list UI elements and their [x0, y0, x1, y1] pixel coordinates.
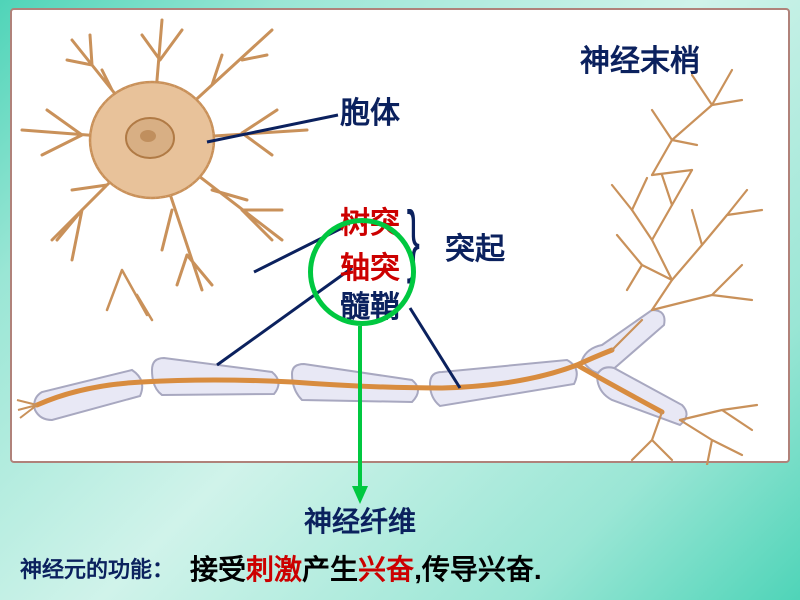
- footer-w1: 刺激: [246, 554, 302, 585]
- footer-pre: 接受: [190, 554, 246, 585]
- label-cell-body: 胞体: [340, 88, 400, 132]
- label-nerve-fiber: 神经纤维: [304, 500, 416, 540]
- label-nerve-ending: 神经末梢: [580, 36, 700, 80]
- footer-sentence: 接受刺激产生兴奋,传导兴奋.: [190, 548, 542, 588]
- arrow-down-icon: [350, 326, 370, 506]
- footer-w2: 兴奋: [358, 554, 414, 585]
- highlight-circle: [308, 218, 416, 326]
- footer-title: 神经元的功能：: [20, 552, 174, 584]
- label-process: 突起: [445, 224, 505, 268]
- footer-post: ,传导兴奋.: [414, 554, 542, 585]
- footer-mid: 产生: [302, 554, 358, 585]
